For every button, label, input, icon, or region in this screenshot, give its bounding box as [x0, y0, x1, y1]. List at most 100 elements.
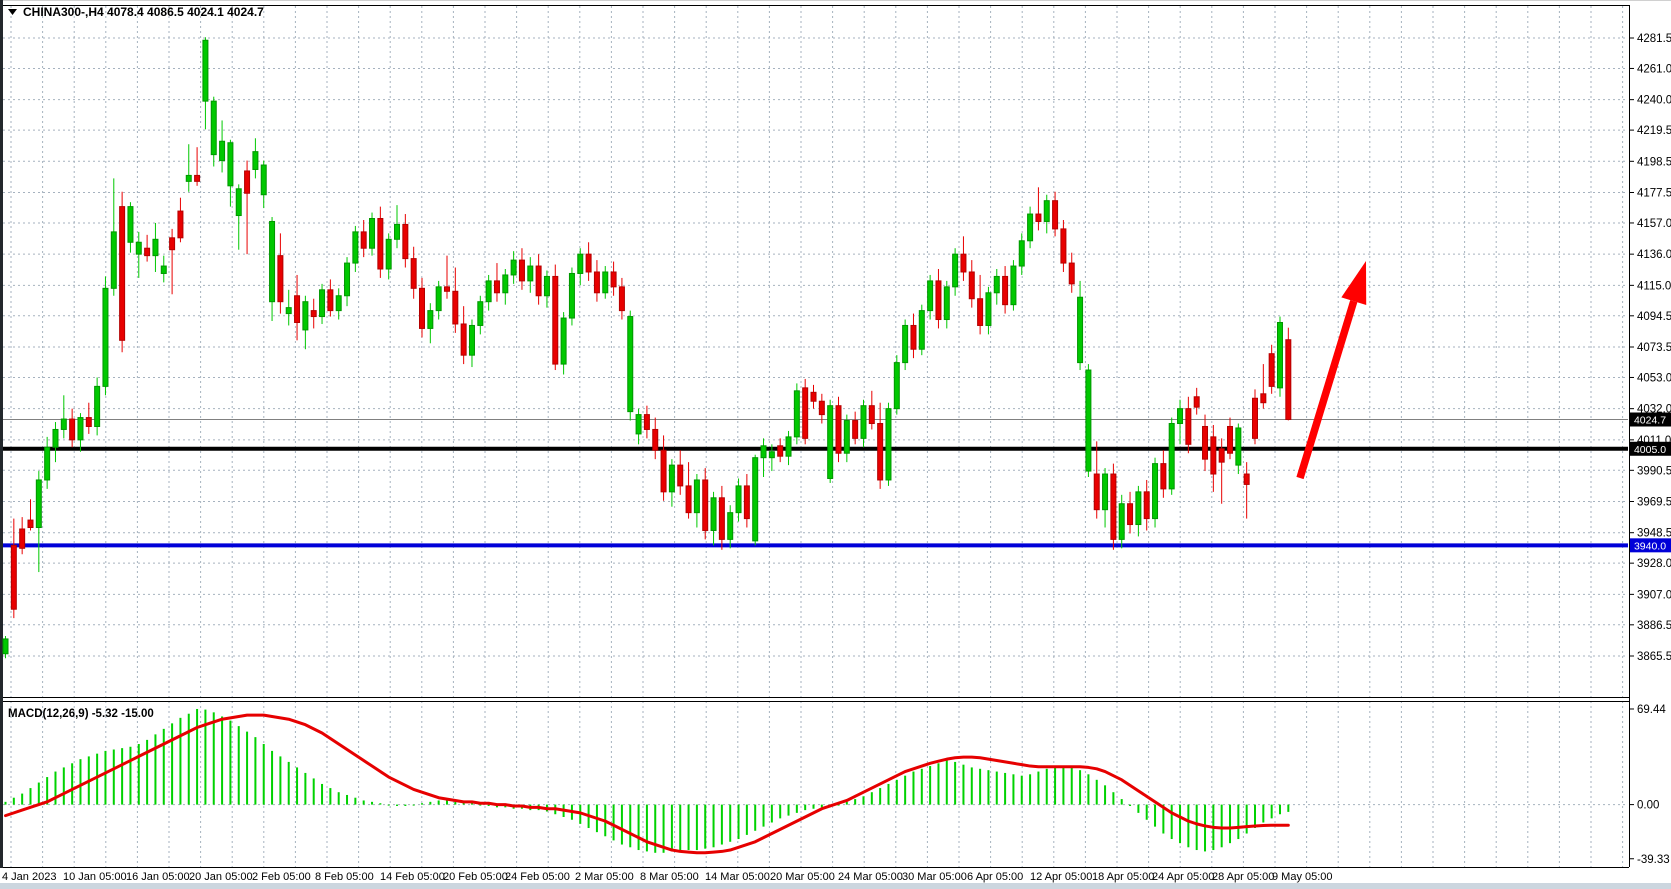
- candle: [1018, 233, 1025, 275]
- symbol-dropdown-icon[interactable]: [8, 9, 17, 15]
- candle-body: [302, 301, 309, 331]
- candle-body: [394, 223, 401, 240]
- candle-body: [94, 385, 101, 427]
- time-axis-label[interactable]: 4 Jan 2023: [2, 871, 56, 883]
- macd-histogram-bar: [1145, 804, 1148, 820]
- time-axis-label[interactable]: 20 Mar 05:00: [770, 871, 835, 883]
- price-axis-label: 3948.5: [1637, 528, 1671, 540]
- trend-arrow-head[interactable]: [1341, 261, 1367, 305]
- macd-histogram-bar: [37, 782, 40, 805]
- time-axis-label[interactable]: 30 Mar 05:00: [902, 871, 967, 883]
- candle-body: [760, 445, 767, 459]
- time-axis-label[interactable]: 14 Feb 05:00: [380, 871, 445, 883]
- candle: [668, 459, 675, 507]
- candle-body: [885, 408, 892, 481]
- candle: [160, 255, 167, 283]
- price-badge: [1630, 538, 1671, 553]
- macd-histogram-bar: [762, 804, 765, 827]
- macd-histogram-bar: [679, 804, 682, 852]
- macd-histogram-bar: [1054, 767, 1057, 805]
- candle-body: [219, 140, 226, 162]
- macd-histogram-bar: [404, 804, 407, 806]
- time-axis-label[interactable]: 6 Apr 05:00: [967, 871, 1023, 883]
- candle-body: [10, 544, 17, 610]
- candle-body: [1177, 408, 1184, 425]
- macd-histogram-bar: [1237, 804, 1240, 840]
- time-axis-label[interactable]: 28 Apr 05:00: [1212, 871, 1274, 883]
- time-axis-label[interactable]: 16 Jan 05:00: [126, 871, 190, 883]
- candle-body: [710, 497, 717, 531]
- macd-histogram-bar: [1204, 804, 1207, 852]
- axis-layer[interactable]: 4281.5 4261.0 4240.0 4219.5 4198.5 4177.5 4157…: [2, 33, 1671, 883]
- time-axis-label[interactable]: 20 Feb 05:00: [443, 871, 508, 883]
- candle: [693, 474, 700, 528]
- candle-body: [35, 479, 42, 529]
- macd-histogram-bar: [1262, 804, 1265, 823]
- candle-body: [693, 479, 700, 514]
- macd-histogram-bar: [54, 771, 57, 805]
- price-axis-label: 4198.5: [1637, 156, 1671, 168]
- candle-body: [968, 271, 975, 300]
- time-axis-label[interactable]: 24 Apr 05:00: [1152, 871, 1214, 883]
- candle-body: [627, 316, 634, 413]
- price-badge: [1630, 412, 1671, 427]
- macd-axis-label: 0.00: [1637, 800, 1659, 812]
- time-axis-label[interactable]: 18 Apr 05:00: [1092, 871, 1154, 883]
- macd-histogram-bar: [962, 764, 965, 805]
- candle: [552, 264, 559, 371]
- candle-body: [385, 238, 392, 270]
- price-chart-area[interactable]: [3, 5, 1629, 697]
- candle-body: [477, 301, 484, 326]
- candle-body: [610, 271, 617, 288]
- time-axis-label[interactable]: 24 Feb 05:00: [505, 871, 570, 883]
- candle-body: [1160, 463, 1167, 490]
- price-axis-label: 3865.5: [1637, 651, 1671, 663]
- window-top-edge: [0, 0, 1671, 1]
- time-axis-label[interactable]: 14 Mar 05:00: [705, 871, 770, 883]
- macd-histogram-bar: [146, 739, 149, 805]
- time-axis-label[interactable]: 9 May 05:00: [1272, 871, 1333, 883]
- candle-body: [1102, 473, 1109, 511]
- macd-histogram-bar: [779, 804, 782, 819]
- candle-body: [677, 464, 684, 487]
- candle: [535, 254, 542, 305]
- macd-histogram-bar: [804, 804, 807, 811]
- time-axis-label[interactable]: 20 Jan 05:00: [189, 871, 253, 883]
- trend-arrow-shaft[interactable]: [1296, 300, 1358, 480]
- candle: [285, 289, 292, 326]
- candle-body: [1085, 369, 1092, 472]
- candle: [743, 474, 750, 528]
- candle: [518, 248, 525, 290]
- macd-histogram-bar: [96, 753, 99, 805]
- time-axis-label[interactable]: 2 Mar 05:00: [575, 871, 634, 883]
- macd-histogram-bar: [870, 792, 873, 805]
- candle: [543, 270, 550, 308]
- time-axis-label[interactable]: 12 Apr 05:00: [1030, 871, 1092, 883]
- candle: [294, 274, 301, 341]
- macd-histogram-bar: [454, 800, 457, 805]
- macd-histogram-bar: [879, 788, 882, 805]
- candle-body: [1127, 503, 1134, 526]
- candle-body: [1068, 262, 1075, 285]
- candle: [1210, 424, 1217, 492]
- time-axis-label[interactable]: 24 Mar 05:00: [838, 871, 903, 883]
- macd-histogram-bar: [670, 804, 673, 852]
- candle: [410, 246, 417, 299]
- candle-body: [943, 286, 950, 321]
- candle: [527, 257, 534, 293]
- time-axis-label[interactable]: 8 Mar 05:00: [640, 871, 699, 883]
- candle-body: [985, 292, 992, 326]
- time-axis-label[interactable]: 8 Feb 05:00: [315, 871, 374, 883]
- candle-body: [635, 414, 642, 435]
- time-axis-label[interactable]: 2 Feb 05:00: [252, 871, 311, 883]
- macd-histogram-bar: [287, 761, 290, 805]
- candle-body: [319, 289, 326, 318]
- candle: [1118, 494, 1125, 549]
- candle: [302, 295, 309, 350]
- macd-histogram-bar: [137, 744, 140, 805]
- time-axis-label[interactable]: 10 Jan 05:00: [63, 871, 127, 883]
- candle-body: [618, 286, 625, 312]
- candle: [960, 236, 967, 281]
- price-axis-label: 4261.0: [1637, 63, 1671, 75]
- candle-body: [893, 362, 900, 410]
